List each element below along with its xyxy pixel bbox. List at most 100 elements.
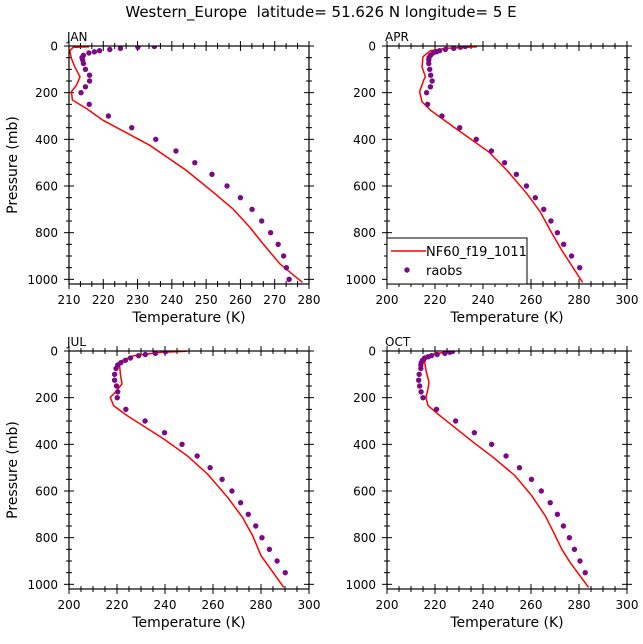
obs-point xyxy=(457,124,463,131)
obs-point xyxy=(442,46,449,53)
obs-point xyxy=(283,264,290,271)
obs-point xyxy=(416,371,422,378)
obs-point xyxy=(416,383,423,389)
x-tick-label: 200 xyxy=(58,598,81,612)
y-tick-label: 400 xyxy=(35,133,58,147)
x-tick-label: 300 xyxy=(616,293,639,307)
obs-point xyxy=(538,488,545,494)
obs-point xyxy=(122,357,129,364)
y-tick-label: 200 xyxy=(353,86,376,100)
y-tick-label: 400 xyxy=(353,438,376,452)
obs-point xyxy=(114,394,120,401)
obs-point xyxy=(503,453,509,459)
model-series-line xyxy=(423,351,590,588)
obs-point xyxy=(86,101,92,108)
obs-point xyxy=(420,394,426,401)
obs-point xyxy=(229,488,235,494)
x-tick-label: 260 xyxy=(520,598,543,612)
obs-point xyxy=(86,50,92,56)
obs-point xyxy=(249,206,255,213)
plot-frame xyxy=(386,350,628,590)
obs-point xyxy=(274,558,280,564)
plot-area xyxy=(418,46,584,283)
obs-point xyxy=(161,429,168,436)
x-axis-label: Temperature (K) xyxy=(131,615,245,631)
obs-point xyxy=(192,159,198,166)
obs-point xyxy=(282,569,288,576)
obs-point xyxy=(286,276,292,283)
x-axis-label: Temperature (K) xyxy=(449,615,563,631)
legend-obs-label: raobs xyxy=(426,264,463,279)
panel-oct: 200 220 240 260 280 300 0 200 400 600 800 1000 OCT Te… xyxy=(345,335,638,631)
obs-point xyxy=(113,383,120,389)
y-tick-label: 200 xyxy=(35,86,58,100)
obs-point xyxy=(423,89,430,96)
x-axis-label: Temperature (K) xyxy=(449,310,563,326)
obs-point xyxy=(209,171,215,178)
y-axis-label: Pressure (mb) xyxy=(5,421,21,519)
obs-point xyxy=(78,89,84,96)
obs-point xyxy=(560,523,567,529)
x-tick-label: 200 xyxy=(376,293,399,307)
obs-point xyxy=(117,46,124,52)
obs-point xyxy=(442,351,448,357)
legend-obs-marker xyxy=(404,267,410,273)
y-tick-label: 800 xyxy=(353,531,376,545)
obs-point xyxy=(488,148,495,154)
obs-point xyxy=(554,229,561,236)
x-tick-label: 270 xyxy=(263,293,286,307)
obs-point xyxy=(245,511,251,518)
obs-point xyxy=(501,159,508,166)
y-tick-label: 0 xyxy=(368,40,376,54)
obs-point xyxy=(129,124,135,131)
obs-point xyxy=(513,171,520,178)
obs-point xyxy=(582,569,588,576)
obs-point xyxy=(224,183,230,189)
model-series-line xyxy=(69,46,303,283)
obs-point xyxy=(462,46,468,50)
x-tick-label: 300 xyxy=(298,598,321,612)
obs-point xyxy=(219,476,225,483)
obs-point xyxy=(516,464,523,471)
obs-point xyxy=(111,377,118,383)
obs-point xyxy=(424,101,431,108)
obs-point xyxy=(86,72,93,78)
panel-title: APR xyxy=(385,30,409,44)
obs-point xyxy=(259,534,265,541)
obs-point xyxy=(194,453,200,459)
x-tick-label: 250 xyxy=(195,293,218,307)
y-tick-label: 200 xyxy=(35,391,58,405)
obs-point xyxy=(135,46,141,50)
plot-area xyxy=(69,46,303,283)
legend-model-label: NF60_f19_1011 xyxy=(426,245,527,260)
obs-point xyxy=(142,418,148,424)
obs-point xyxy=(427,66,433,73)
obs-point xyxy=(96,47,103,54)
obs-point xyxy=(111,371,118,378)
obs-point xyxy=(82,66,89,73)
x-tick-label: 220 xyxy=(106,598,129,612)
legend: NF60_f19_1011 raobs xyxy=(386,237,528,285)
obs-point xyxy=(280,253,287,259)
obs-point xyxy=(426,60,432,67)
x-tick-label: 210 xyxy=(58,293,81,307)
y-tick-label: 0 xyxy=(50,40,58,54)
y-tick-label: 400 xyxy=(35,438,58,452)
obs-point xyxy=(427,84,434,90)
obs-point xyxy=(267,229,274,236)
x-tick-label: 280 xyxy=(250,598,273,612)
figure-title: Western_Europe latitude= 51.626 N longit… xyxy=(125,3,516,22)
obs-point xyxy=(153,136,159,143)
plot-area xyxy=(109,351,288,588)
y-tick-label: 800 xyxy=(35,531,58,545)
obs-point xyxy=(568,253,575,259)
obs-point xyxy=(105,113,112,119)
y-tick-label: 600 xyxy=(353,180,376,194)
obs-point xyxy=(258,218,265,224)
obs-point xyxy=(433,406,440,413)
obs-point xyxy=(179,441,185,448)
obs-point xyxy=(471,429,478,436)
x-tick-label: 260 xyxy=(202,598,225,612)
obs-point xyxy=(418,389,424,395)
panel-jan: 210 220 230 240 250 260 270 280 0 200 400 600 800 100… xyxy=(5,30,320,326)
